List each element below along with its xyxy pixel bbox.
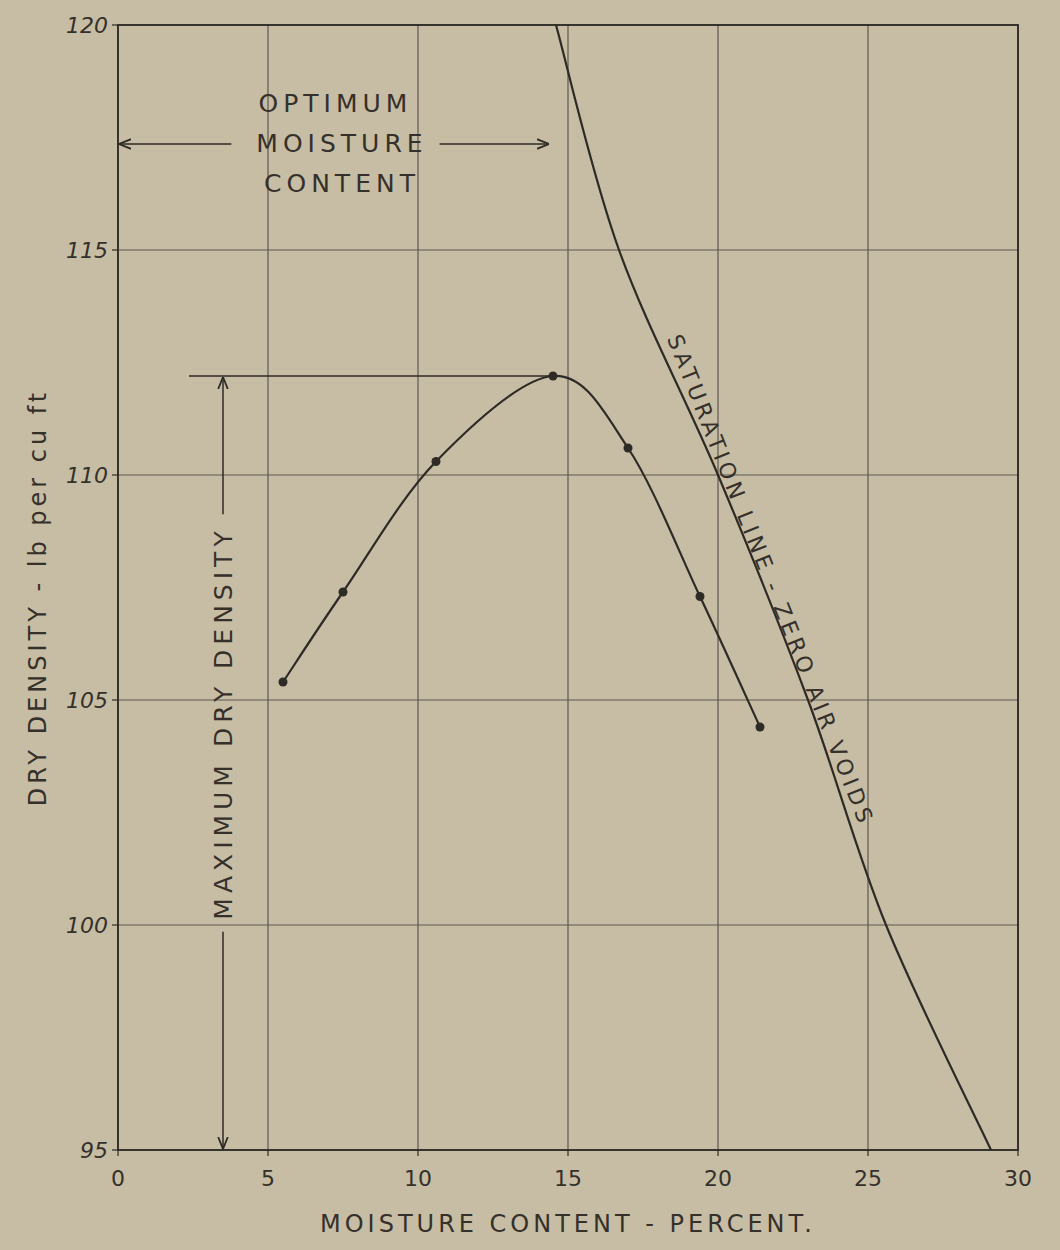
tick-y [112, 474, 118, 475]
plot-frame [118, 25, 1018, 1150]
tick-label-y: 120 [66, 13, 108, 38]
data-point [339, 588, 348, 597]
tick-label-y: 115 [66, 238, 108, 263]
tick-y [112, 1149, 118, 1150]
tick-label-x: 0 [111, 1166, 125, 1191]
tick-label-x: 15 [554, 1166, 582, 1191]
tick-x [717, 1150, 718, 1156]
tick-label-x: 20 [704, 1166, 732, 1191]
grid-line-y [118, 924, 1018, 925]
data-point [696, 592, 705, 601]
grid-line-y [118, 699, 1018, 700]
y-axis-title: DRY DENSITY - lb per cu ft [24, 389, 52, 807]
grid-line-x [867, 25, 868, 1150]
tick-label-y: 105 [66, 688, 108, 713]
annotation-arrow [440, 143, 549, 145]
annotation: OPTIMUM MOISTURE CONTENT [243, 89, 427, 198]
annotation-arrow [222, 932, 224, 1149]
annotation-line: MOISTURE [243, 129, 427, 158]
grid-line-y [118, 249, 1018, 250]
annotation-arrow [222, 377, 224, 514]
tick-x [1017, 1150, 1018, 1156]
data-point [624, 444, 633, 453]
tick-x [567, 1150, 568, 1156]
annotation-line: OPTIMUM [259, 89, 413, 118]
tick-y [112, 24, 118, 25]
annotation: MAXIMUM DRY DENSITY [209, 526, 238, 919]
tick-x [417, 1150, 418, 1156]
tick-label-x: 30 [1004, 1166, 1032, 1191]
annotation-arrow [119, 143, 231, 145]
chart: 0 5 10 15 20 25 30 95 100 105 110 115 120 MOISTURE CO… [0, 0, 1060, 1250]
tick-label-x: 5 [261, 1166, 275, 1191]
tick-label-y: 95 [80, 1138, 108, 1163]
data-point [432, 457, 441, 466]
tick-x [267, 1150, 268, 1156]
grid-line-y [118, 474, 1018, 475]
series-label: SATURATION LINE - ZERO AIR VOIDS [662, 331, 879, 830]
series-line [283, 376, 760, 727]
tick-y [112, 249, 118, 250]
x-axis-title: MOISTURE CONTENT - PERCENT. [320, 1210, 816, 1238]
grid-line-x [717, 25, 718, 1150]
series-line [556, 25, 991, 1150]
annotation-leader [189, 375, 553, 377]
data-point [279, 678, 288, 687]
tick-label-x: 25 [854, 1166, 882, 1191]
tick-label-x: 10 [404, 1166, 432, 1191]
tick-y [112, 924, 118, 925]
tick-label-y: 110 [66, 463, 108, 488]
tick-y [112, 699, 118, 700]
tick-x [117, 1150, 118, 1156]
grid-line-x [567, 25, 568, 1150]
data-point [756, 723, 765, 732]
tick-x [867, 1150, 868, 1156]
annotation-line: CONTENT [251, 169, 420, 198]
tick-label-y: 100 [66, 913, 108, 938]
